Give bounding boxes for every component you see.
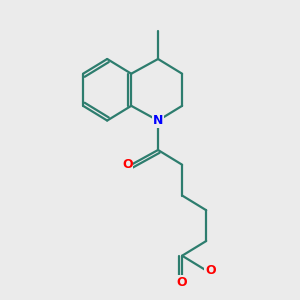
Text: O: O [205, 264, 215, 277]
Text: N: N [153, 114, 163, 127]
Text: O: O [177, 276, 188, 289]
Text: O: O [122, 158, 133, 171]
